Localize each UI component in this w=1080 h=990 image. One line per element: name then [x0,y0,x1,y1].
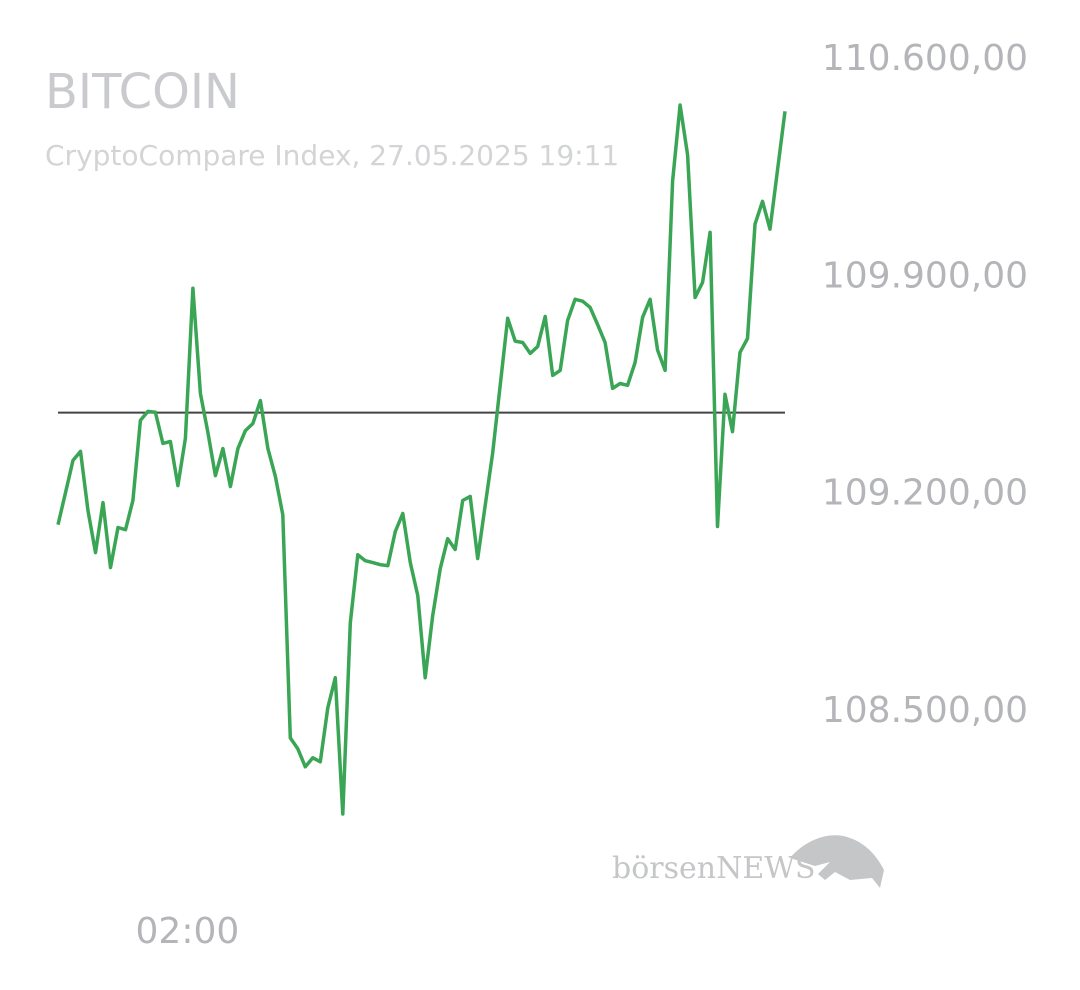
price-line [56,103,787,816]
watermark: börsenNEWS [612,835,884,888]
bull-logo [790,835,884,888]
watermark-text: börsenNEWS [612,851,816,886]
y-tick-label: 109.200,00 [822,473,1028,514]
x-tick-label: 02:00 [136,911,240,952]
y-tick-label: 109.900,00 [822,255,1028,296]
y-tick-label: 110.600,00 [822,38,1028,79]
y-tick-label: 108.500,00 [822,690,1028,731]
chart-subtitle: CryptoCompare Index, 27.05.2025 19:11 [45,139,619,172]
chart-title: BITCOIN [45,64,240,120]
